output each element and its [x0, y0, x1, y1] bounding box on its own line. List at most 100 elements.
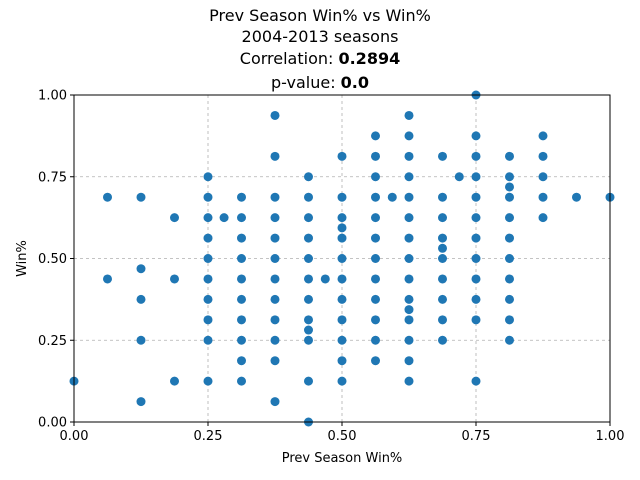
y-tick-label: 1.00 [38, 89, 67, 104]
data-point [237, 356, 246, 365]
data-point [304, 213, 313, 222]
data-point [438, 295, 447, 304]
data-point [505, 234, 514, 243]
x-tick-label: 0.25 [194, 429, 223, 444]
data-point [338, 295, 347, 304]
data-point [371, 295, 380, 304]
data-point [304, 377, 313, 386]
data-point [271, 193, 280, 202]
data-point [371, 172, 380, 181]
data-point [438, 193, 447, 202]
data-point [204, 234, 213, 243]
data-point [304, 234, 313, 243]
x-tick-label: 0.75 [462, 429, 491, 444]
data-point [505, 172, 514, 181]
data-point [338, 223, 347, 232]
data-point [137, 295, 146, 304]
data-point [170, 274, 179, 283]
y-tick-label: 0.50 [38, 252, 67, 267]
data-point [338, 336, 347, 345]
data-point [539, 131, 548, 140]
data-point [472, 131, 481, 140]
data-point [237, 234, 246, 243]
data-point [405, 356, 414, 365]
data-point [505, 254, 514, 263]
data-point [271, 234, 280, 243]
data-point [405, 172, 414, 181]
data-point [505, 274, 514, 283]
data-point [438, 336, 447, 345]
data-point [204, 295, 213, 304]
data-point [271, 111, 280, 120]
data-point [338, 254, 347, 263]
data-point [371, 152, 380, 161]
data-point [271, 315, 280, 324]
data-point [371, 356, 380, 365]
data-point [137, 336, 146, 345]
data-point [137, 264, 146, 273]
data-point [472, 254, 481, 263]
data-point [204, 336, 213, 345]
data-point [472, 172, 481, 181]
data-point [438, 234, 447, 243]
data-point [455, 172, 464, 181]
data-point [237, 274, 246, 283]
data-point [405, 274, 414, 283]
data-point [371, 254, 380, 263]
data-point [371, 274, 380, 283]
data-point [388, 193, 397, 202]
data-point [204, 254, 213, 263]
data-point [204, 315, 213, 324]
data-point [103, 274, 112, 283]
data-point [220, 213, 229, 222]
x-tick-label: 0.50 [328, 429, 357, 444]
data-point [371, 213, 380, 222]
data-point [505, 182, 514, 191]
y-tick-label: 0.75 [38, 170, 67, 185]
data-point [237, 254, 246, 263]
data-point [438, 244, 447, 253]
data-point [304, 172, 313, 181]
x-tick-label: 1.00 [596, 429, 625, 444]
data-point [472, 377, 481, 386]
data-point [405, 377, 414, 386]
data-point [304, 336, 313, 345]
data-point [271, 274, 280, 283]
data-point [472, 315, 481, 324]
data-point [438, 254, 447, 263]
data-point [371, 336, 380, 345]
data-point [539, 152, 548, 161]
data-point [204, 377, 213, 386]
data-point [321, 274, 330, 283]
data-point [438, 274, 447, 283]
data-point [438, 315, 447, 324]
data-point [271, 213, 280, 222]
data-point [304, 315, 313, 324]
data-point [539, 213, 548, 222]
data-point [237, 193, 246, 202]
y-tick-label: 0.00 [38, 416, 67, 431]
data-point [505, 152, 514, 161]
data-point [204, 193, 213, 202]
data-point [539, 193, 548, 202]
data-point [237, 213, 246, 222]
data-point [204, 213, 213, 222]
data-point [271, 356, 280, 365]
data-point [405, 193, 414, 202]
data-point [304, 193, 313, 202]
data-point [338, 315, 347, 324]
data-point [405, 315, 414, 324]
data-point [371, 131, 380, 140]
data-point [204, 274, 213, 283]
data-point [405, 213, 414, 222]
data-point [472, 295, 481, 304]
data-point [338, 193, 347, 202]
data-point [405, 254, 414, 263]
data-point [405, 131, 414, 140]
data-point [371, 315, 380, 324]
data-point [338, 234, 347, 243]
data-point [237, 336, 246, 345]
data-point [505, 193, 514, 202]
y-tick-label: 0.25 [38, 334, 67, 349]
